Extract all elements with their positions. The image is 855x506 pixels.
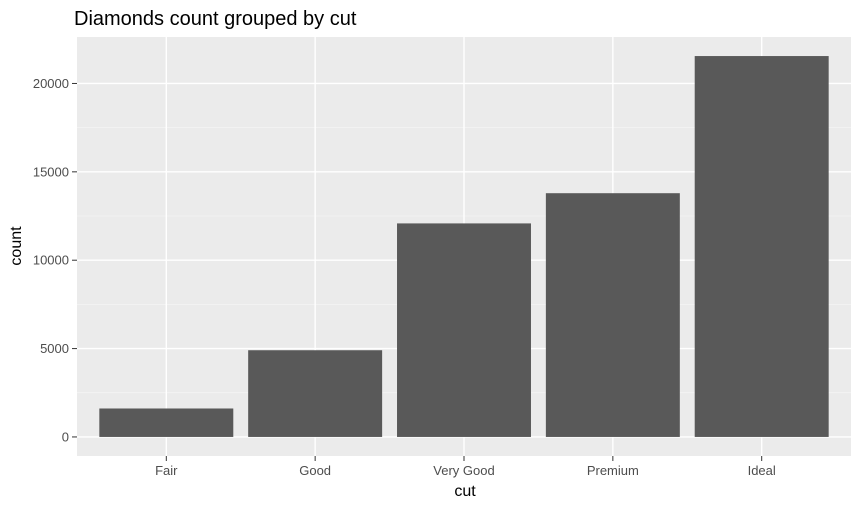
y-tick-label: 20000 (33, 76, 69, 91)
tick-labels: 0 5000 10000 15000 20000 Fair Good Very Good Pre… (33, 76, 776, 478)
bar-premium (545, 193, 680, 437)
y-tick-label: 0 (62, 429, 69, 444)
y-axis-title: count (8, 226, 25, 266)
bars (99, 56, 829, 437)
x-tick-label: Very Good (433, 463, 494, 478)
y-tick-label: 5000 (40, 341, 69, 356)
x-tick-label: Good (299, 463, 331, 478)
bar-fair (99, 408, 234, 437)
y-tick-label: 15000 (33, 164, 69, 179)
x-tick-label: Premium (587, 463, 639, 478)
bar-ideal (694, 56, 829, 437)
x-tick-label: Fair (155, 463, 178, 478)
x-tick-label: Ideal (748, 463, 776, 478)
bar-good (248, 350, 383, 437)
chart-title: Diamonds count grouped by cut (74, 8, 357, 30)
x-axis-title: cut (454, 483, 476, 500)
bar-very-good (397, 223, 531, 437)
axis-ticks (72, 82, 763, 461)
y-tick-label: 10000 (33, 253, 69, 268)
